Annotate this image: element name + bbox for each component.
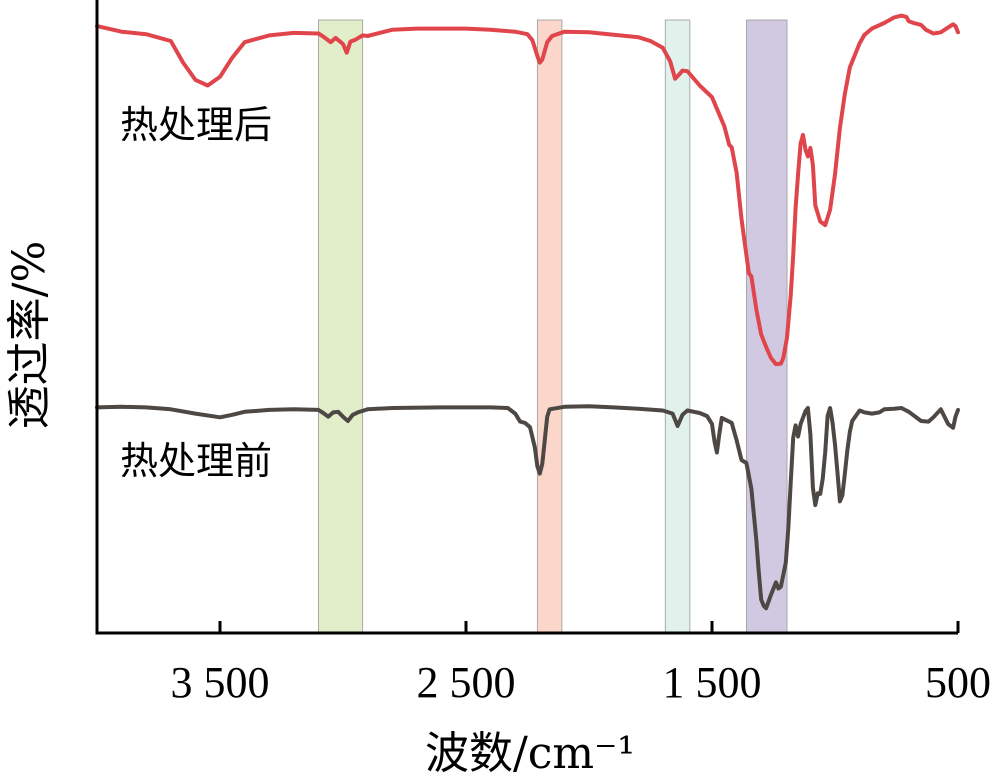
y-axis-title: 透过率/% bbox=[4, 241, 55, 430]
highlight-band-1 bbox=[317, 19, 364, 634]
x-tick-label: 500 bbox=[925, 658, 991, 707]
highlight-bands bbox=[317, 19, 788, 634]
highlight-band-2 bbox=[536, 19, 563, 634]
series-label-2: 热处理前 bbox=[120, 439, 272, 483]
axes bbox=[95, 0, 958, 635]
x-tick-label: 2 500 bbox=[417, 658, 516, 707]
series-label-1: 热处理后 bbox=[120, 103, 272, 147]
series-line-2 bbox=[95, 404, 960, 611]
x-tick-label: 3 500 bbox=[171, 658, 270, 707]
x-tick-label: 1 500 bbox=[663, 658, 762, 707]
highlight-band-4 bbox=[746, 19, 788, 634]
series-lines bbox=[95, 13, 960, 611]
series-line-1 bbox=[95, 13, 960, 367]
x-ticks: 3 500 2 500 1 500 500 bbox=[171, 621, 991, 707]
x-axis-title: 波数/cm⁻¹ bbox=[425, 728, 635, 779]
highlight-band-3 bbox=[664, 19, 691, 634]
